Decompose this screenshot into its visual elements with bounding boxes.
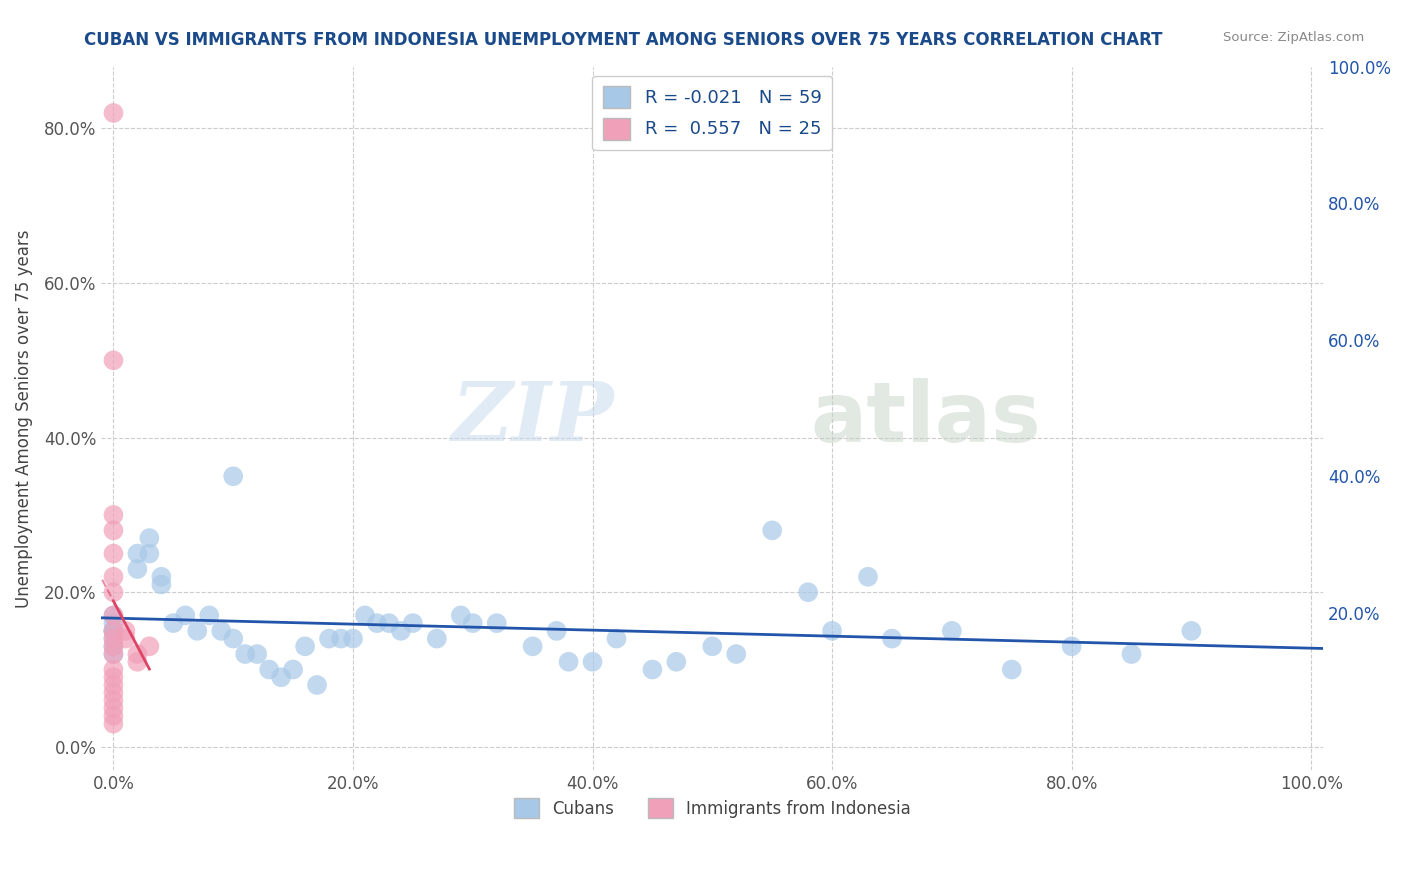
Point [557,655,579,669]
Point [114,624,136,638]
Point [103,640,125,654]
Point [366,616,388,631]
Text: atlas: atlas [810,378,1040,458]
Point [127,547,149,561]
Point [103,624,125,638]
Point [426,632,449,646]
Point [354,608,377,623]
Point [138,531,160,545]
Text: Source: ZipAtlas.com: Source: ZipAtlas.com [1223,31,1364,45]
Point [138,547,160,561]
Point [821,624,844,638]
Point [103,670,125,684]
Point [725,647,748,661]
Point [150,570,173,584]
Point [522,640,544,654]
Point [797,585,820,599]
Point [281,663,304,677]
Point [138,640,160,654]
Point [761,524,783,538]
Point [103,632,125,646]
Point [330,632,353,646]
Point [378,616,401,631]
Text: CUBAN VS IMMIGRANTS FROM INDONESIA UNEMPLOYMENT AMONG SENIORS OVER 75 YEARS CORR: CUBAN VS IMMIGRANTS FROM INDONESIA UNEMP… [84,31,1163,49]
Point [402,616,425,631]
Point [103,524,125,538]
Point [665,655,688,669]
Point [103,640,125,654]
Point [222,469,245,483]
Point [198,608,221,623]
Point [103,693,125,707]
Point [103,616,125,631]
Point [103,663,125,677]
Point [246,647,269,661]
Point [318,632,340,646]
Point [103,647,125,661]
Point [294,640,316,654]
Point [856,570,879,584]
Point [103,624,125,638]
Point [941,624,963,638]
Point [103,608,125,623]
Point [605,632,627,646]
Point [103,632,125,646]
Point [114,632,136,646]
Point [485,616,508,631]
Point [103,570,125,584]
Point [150,577,173,591]
Point [307,678,329,692]
Point [103,709,125,723]
Point [546,624,568,638]
Point [127,647,149,661]
Point [1121,647,1143,661]
Point [103,686,125,700]
Point [127,562,149,576]
Point [342,632,364,646]
Point [233,647,256,661]
Point [103,106,125,120]
Point [103,647,125,661]
Point [103,353,125,368]
Point [581,655,603,669]
Point [186,624,208,638]
Point [270,670,292,684]
Point [162,616,184,631]
Legend: Cubans, Immigrants from Indonesia: Cubans, Immigrants from Indonesia [508,791,917,825]
Point [222,632,245,646]
Point [209,624,232,638]
Point [103,608,125,623]
Y-axis label: Unemployment Among Seniors over 75 years: Unemployment Among Seniors over 75 years [15,229,32,607]
Point [103,716,125,731]
Point [389,624,412,638]
Point [103,624,125,638]
Text: ZIP: ZIP [451,378,614,458]
Point [641,663,664,677]
Point [103,624,125,638]
Point [103,508,125,522]
Point [257,663,280,677]
Point [1060,640,1083,654]
Point [103,701,125,715]
Point [450,608,472,623]
Point [1180,624,1202,638]
Point [702,640,724,654]
Point [1001,663,1024,677]
Point [127,655,149,669]
Point [461,616,484,631]
Point [103,678,125,692]
Point [174,608,197,623]
Point [880,632,903,646]
Point [103,585,125,599]
Point [103,547,125,561]
